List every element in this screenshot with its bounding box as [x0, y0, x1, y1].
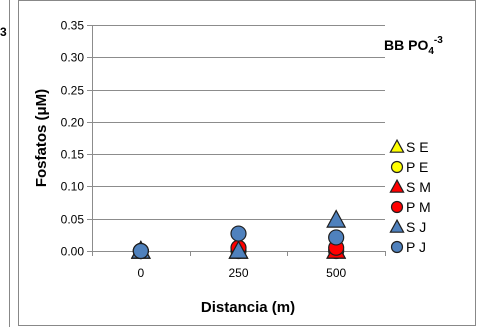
- legend-item: S J: [389, 218, 426, 235]
- annotation-sub: 4: [428, 46, 434, 57]
- legend-triangle-marker: [389, 138, 405, 153]
- x-tick-labels: 0 250 500: [137, 266, 346, 280]
- legend-circle-marker: [390, 200, 404, 214]
- y-tick-labels: 0.00 0.05 0.10 0.15 0.20 0.25 0.30 0.35: [61, 19, 85, 259]
- triangle-point: [228, 240, 249, 259]
- legend-label: P J: [406, 239, 426, 255]
- y-tick-label: 0.05: [61, 213, 85, 227]
- y-tick-label: 0.30: [61, 51, 85, 65]
- y-tick-label: 0.00: [61, 245, 85, 259]
- legend-circle-marker: [390, 240, 404, 254]
- circle-point: [132, 242, 149, 260]
- annotation-sup: -3: [434, 35, 443, 46]
- triangle-point: [326, 209, 347, 228]
- legend: S E P E S M P M S J P J: [389, 138, 431, 255]
- legend-item: P J: [390, 239, 426, 255]
- data-points: [130, 209, 347, 260]
- legend-triangle-marker: [389, 178, 405, 193]
- panel-annotation: BB PO4-3: [384, 35, 443, 57]
- left-edge-fragment: 3: [0, 25, 7, 39]
- legend-label: S M: [406, 179, 431, 195]
- y-tick-label: 0.35: [61, 19, 85, 33]
- circle-point: [230, 225, 247, 242]
- y-tick-label: 0.25: [61, 84, 85, 98]
- legend-item: S E: [389, 138, 429, 155]
- legend-item: P E: [390, 159, 428, 175]
- legend-item: P M: [390, 199, 431, 215]
- annotation-main: BB PO: [384, 37, 428, 53]
- legend-circle-marker: [390, 160, 404, 174]
- legend-label: S E: [406, 139, 429, 155]
- legend-item: S M: [389, 178, 431, 195]
- legend-label: S J: [406, 219, 426, 235]
- x-axis-title: Distancia (m): [201, 299, 295, 316]
- legend-label: P E: [406, 159, 428, 175]
- y-tick-label: 0.10: [61, 180, 85, 194]
- x-tick-label: 0: [137, 266, 144, 280]
- circle-point: [328, 229, 345, 246]
- y-axis-title: Fosfatos (μM): [33, 89, 50, 187]
- x-tick-label: 500: [326, 266, 346, 280]
- x-tick-label: 250: [228, 266, 248, 280]
- legend-triangle-marker: [389, 218, 405, 233]
- y-tick-label: 0.15: [61, 148, 85, 162]
- y-tick-label: 0.20: [61, 116, 85, 130]
- legend-label: P M: [406, 199, 431, 215]
